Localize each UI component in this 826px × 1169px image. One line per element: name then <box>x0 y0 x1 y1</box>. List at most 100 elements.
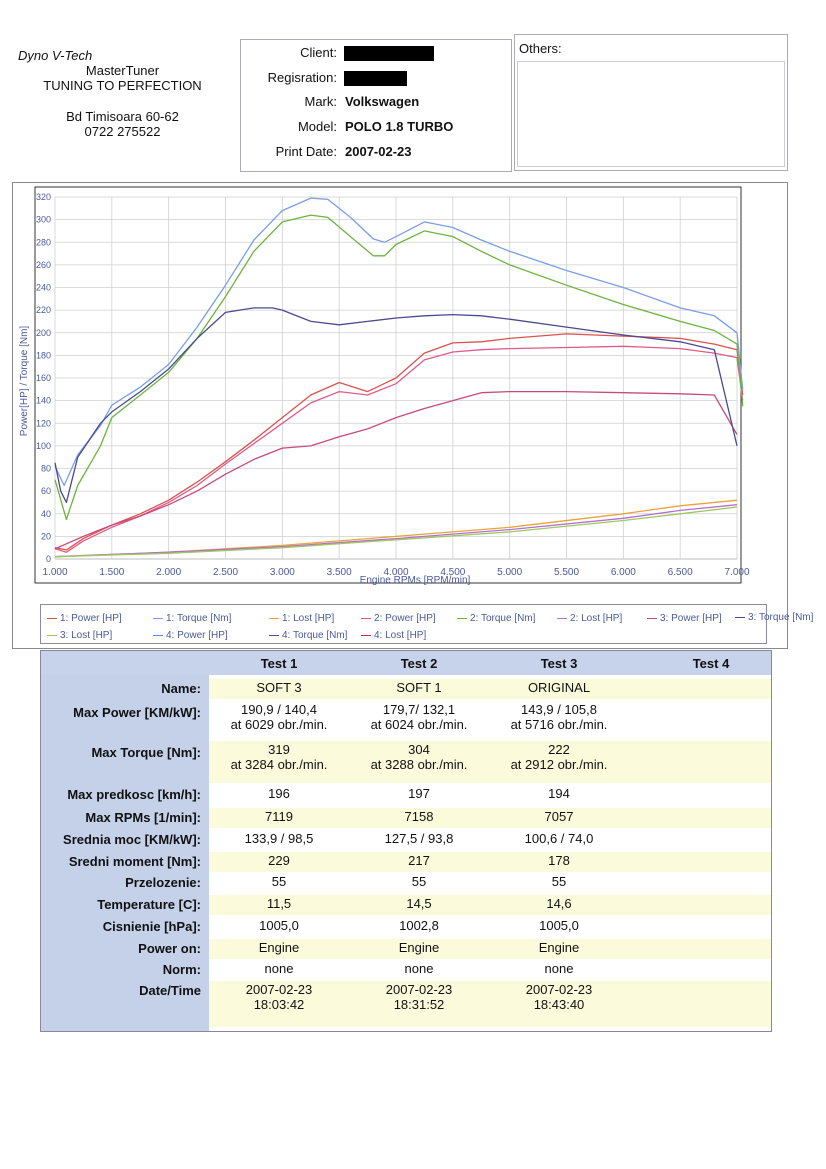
registration-redacted <box>344 71 407 86</box>
results-cell: 7158 <box>349 809 489 824</box>
x-tick-label: 2.000 <box>156 567 181 578</box>
results-cell: 100,6 / 74,0 <box>489 831 629 846</box>
results-cell-line: 14,5 <box>406 896 432 911</box>
results-cell-line: 179,7/ 132,1 <box>382 702 456 717</box>
results-cell-line: SOFT 1 <box>396 680 442 695</box>
results-cell: 2007-02-23 18:03:42 <box>209 982 349 1012</box>
results-cell-line: 1005,0 <box>539 918 579 933</box>
x-tick-label: 3.000 <box>270 567 295 578</box>
results-cell: 197 <box>349 786 489 801</box>
results-cell-line: 319 <box>268 742 290 757</box>
results-cell: 1005,0 <box>489 918 629 933</box>
results-cell-line: at 6029 obr./min. <box>230 717 328 732</box>
legend-swatch <box>153 617 163 619</box>
legend-item: 3: Torque [Nm] <box>735 612 813 623</box>
results-cell: none <box>489 961 629 976</box>
results-cell-line: 55 <box>271 874 287 889</box>
results-cell-line: none <box>544 961 574 976</box>
results-cell: 1002,8 <box>349 918 489 933</box>
results-cell-line: SOFT 3 <box>256 680 302 695</box>
x-tick-label: 1.000 <box>42 567 67 578</box>
y-tick-label: 240 <box>36 283 51 293</box>
legend-swatch <box>647 617 657 619</box>
results-cell: 217 <box>349 853 489 868</box>
results-header <box>41 651 771 675</box>
results-cell-line: 304 <box>408 742 430 757</box>
results-cell-line: 217 <box>408 853 430 868</box>
chart-legend: 1: Power [HP] 1: Torque [Nm] 1: Lost [HP] 2… <box>40 604 813 644</box>
model-value: POLO 1.8 TURBO <box>345 119 454 134</box>
results-cell-line: at 2912 obr./min. <box>510 757 608 772</box>
results-cell-line: 18:03:42 <box>253 997 305 1012</box>
series-line-9 <box>54 506 738 558</box>
results-cell-line: 7158 <box>404 809 434 824</box>
results-cell: 304 at 3288 obr./min. <box>349 742 489 772</box>
results-col-header: Test 4 <box>692 656 730 671</box>
results-cell: 55 <box>209 874 349 889</box>
results-cell: 222 at 2912 obr./min. <box>489 742 629 772</box>
results-cell-line: 229 <box>268 853 290 868</box>
y-tick-label: 280 <box>36 237 51 247</box>
results-row-label: Sredni moment [Nm]: <box>68 854 201 869</box>
results-cell-line: at 3288 obr./min. <box>370 757 468 772</box>
legend-item: 1: Torque [Nm] <box>153 613 231 624</box>
legend-swatch <box>269 617 279 619</box>
y-tick-label: 140 <box>36 396 51 406</box>
x-tick-label: 7.000 <box>724 567 749 578</box>
results-cell-line: 194 <box>548 786 570 801</box>
results-row-band <box>209 939 771 959</box>
vehicle-info-box: Client: Regisration: Mark: Volkswagen Mo… <box>240 39 512 172</box>
print-date-value: 2007-02-23 <box>345 144 412 159</box>
legend-label: 3: Power [HP] <box>660 613 722 624</box>
results-cell-line: 55 <box>551 874 567 889</box>
results-cell: 194 <box>489 786 629 801</box>
results-col-header: Test 1 <box>260 656 298 671</box>
y-tick-label: 120 <box>36 418 51 428</box>
company-address: Bd Timisoara 60-62 <box>66 109 179 124</box>
results-label-column <box>41 675 209 1031</box>
results-row-label: Cisnienie [hPa]: <box>102 919 201 934</box>
results-cell: 133,9 / 98,5 <box>209 831 349 846</box>
results-cell: 14,6 <box>489 896 629 911</box>
registration-label: Regisration: <box>267 70 337 85</box>
results-cell-line: Engine <box>398 940 440 955</box>
mark-label: Mark: <box>304 94 338 109</box>
company-block: Dyno V-Tech MasterTuner TUNING TO PERFEC… <box>10 48 235 139</box>
legend-item: 3: Lost [HP] <box>47 630 112 641</box>
results-cell-line: 1005,0 <box>259 918 299 933</box>
results-cell-line: 14,6 <box>546 896 572 911</box>
results-cell-line: 11,5 <box>266 896 292 911</box>
results-cell: 190,9 / 140,4 at 6029 obr./min. <box>209 702 349 732</box>
y-axis-label: Power[HP] / Torque [Nm] <box>19 326 30 437</box>
x-tick-label: 5.500 <box>554 567 579 578</box>
results-cell: 2007-02-23 18:31:52 <box>349 982 489 1012</box>
legend-swatch <box>47 634 57 636</box>
y-tick-label: 60 <box>41 486 51 496</box>
legend-label: 1: Power [HP] <box>60 613 122 624</box>
results-row-label: Power on: <box>138 941 201 956</box>
legend-item: 1: Lost [HP] <box>269 613 334 624</box>
legend-swatch <box>269 634 279 636</box>
results-cell: Engine <box>209 940 349 955</box>
y-tick-label: 40 <box>41 509 51 519</box>
series-line-6 <box>54 504 738 558</box>
results-cell-line: ORIGINAL <box>527 680 591 695</box>
results-row-label: Max Power [KM/kW]: <box>73 705 201 720</box>
client-label: Client: <box>300 45 337 60</box>
results-row-band <box>209 895 771 915</box>
results-row-label: Max Torque [Nm]: <box>91 745 201 760</box>
results-cell-line: 100,6 / 74,0 <box>524 831 594 846</box>
plot-border <box>34 186 742 584</box>
y-tick-label: 220 <box>36 305 51 315</box>
y-tick-label: 0 <box>46 554 51 564</box>
results-cell-line: 222 <box>548 742 570 757</box>
mark-value: Volkswagen <box>345 94 420 109</box>
chart-series <box>54 197 744 558</box>
legend-item: 1: Power [HP] <box>47 613 122 624</box>
legend-item: 2: Lost [HP] <box>557 613 622 624</box>
y-tick-label: 200 <box>36 328 51 338</box>
results-row-label: Temperature [C]: <box>97 897 201 912</box>
dyno-chart: 0 20 40 60 80 100 120 140 160 180 200 220 240 260 280 3… <box>19 186 750 586</box>
results-cell-line: 143,9 / 105,8 <box>521 702 597 717</box>
y-tick-label: 20 <box>41 531 51 541</box>
